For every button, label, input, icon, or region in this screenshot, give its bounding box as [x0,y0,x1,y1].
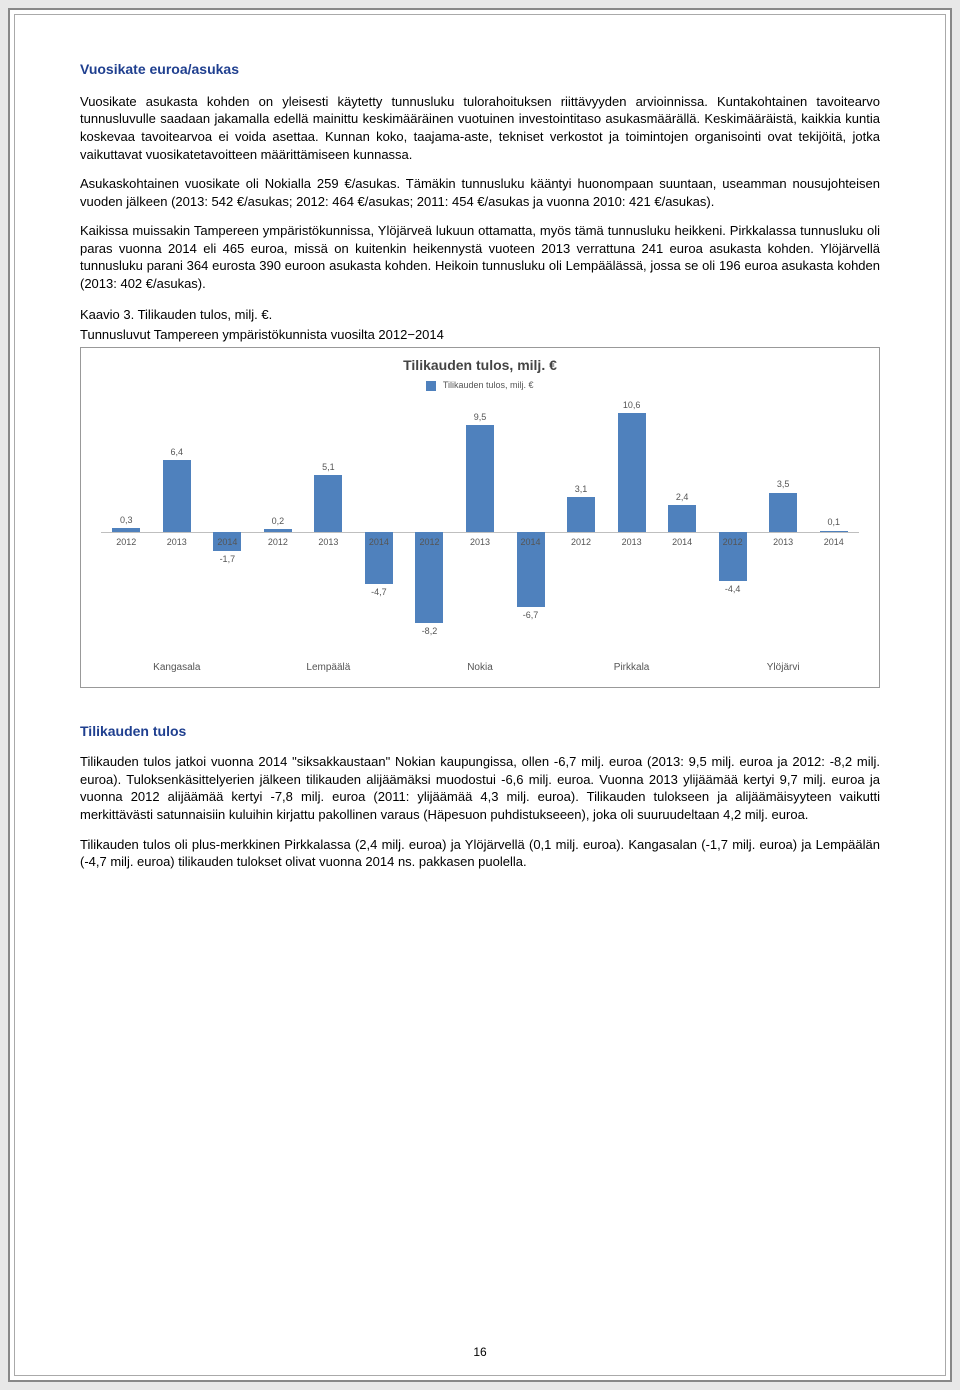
group-name: Kangasala [101,661,253,675]
bar-year-label: 2012 [564,536,598,548]
bar-value-label: 3,5 [763,478,803,490]
bar-value-label: 10,6 [612,399,652,411]
bar-year-label: 2013 [766,536,800,548]
bar-year-label: 2013 [463,536,497,548]
bar-value-label: 2,4 [662,491,702,503]
page-border [14,14,946,1376]
group-wrapper: 0,220125,12013-4,72014Lempäälä [253,397,405,677]
chart-title: Tilikauden tulos, milj. € [91,356,869,375]
legend-label: Tilikauden tulos, milj. € [443,380,534,390]
chart-group: -4,420123,520130,12014 [707,397,859,643]
bar-wrap: 3,52013 [769,397,797,643]
bar-year-label: 2014 [817,536,851,548]
bar-year-label: 2014 [362,536,396,548]
bar-value-label: -8,2 [409,625,449,637]
bar-year-label: 2012 [261,536,295,548]
chart-group: 3,1201210,620132,42014 [556,397,708,643]
bar-wrap: 6,42013 [163,397,191,643]
bar-value-label: -4,7 [359,586,399,598]
bar-value-label: -4,4 [713,583,753,595]
bar-value-label: 0,1 [814,516,854,528]
bar-wrap: 9,52013 [466,397,494,643]
bar-wrap: -4,72014 [365,397,393,643]
chart-area: 0,320126,42013-1,72014Kangasala0,220125,… [91,397,869,677]
bar-wrap: 5,12013 [314,397,342,643]
legend-swatch [426,381,436,391]
bar-year-label: 2012 [109,536,143,548]
bar-value-label: 0,3 [106,514,146,526]
bar-value-label: 3,1 [561,483,601,495]
chart-bar [314,475,342,532]
group-wrapper: 0,320126,42013-1,72014Kangasala [101,397,253,677]
heading-tilikauden: Tilikauden tulos [80,722,880,741]
group-name: Nokia [404,661,556,675]
chart-container: Tilikauden tulos, milj. € Tilikauden tul… [80,347,880,688]
bar-wrap: 0,22012 [264,397,292,643]
chart-legend: Tilikauden tulos, milj. € [91,379,869,391]
bar-value-label: 0,2 [258,515,298,527]
bar-year-label: 2014 [665,536,699,548]
chart-group: 0,220125,12013-4,72014 [253,397,405,643]
chart-groups: 0,320126,42013-1,72014Kangasala0,220125,… [101,397,859,677]
chart-bar [668,505,696,532]
group-wrapper: -8,220129,52013-6,72014Nokia [404,397,556,677]
chart-bar [567,497,595,532]
bar-value-label: 6,4 [157,446,197,458]
group-name: Pirkkala [556,661,708,675]
paragraph-1: Vuosikate asukasta kohden on yleisesti k… [80,93,880,163]
bar-year-label: 2012 [412,536,446,548]
bar-wrap: 3,12012 [567,397,595,643]
chart-bar [163,460,191,532]
bar-wrap: 0,32012 [112,397,140,643]
group-wrapper: 3,1201210,620132,42014Pirkkala [556,397,708,677]
chart-bar [769,493,797,532]
bar-year-label: 2013 [311,536,345,548]
bar-wrap: -1,72014 [213,397,241,643]
chart-bar [466,425,494,531]
bar-value-label: -1,7 [207,553,247,565]
bar-wrap: 10,62013 [618,397,646,643]
bar-year-label: 2013 [160,536,194,548]
chart-bar [264,529,292,531]
bar-wrap: 0,12014 [820,397,848,643]
document-page: Vuosikate euroa/asukas Vuosikate asukast… [8,8,952,1382]
chart-bar [112,528,140,531]
bar-value-label: 9,5 [460,411,500,423]
bar-wrap: 2,42014 [668,397,696,643]
group-wrapper: -4,420123,520130,12014Ylöjärvi [707,397,859,677]
chart-group: 0,320126,42013-1,72014 [101,397,253,643]
paragraph-5: Tilikauden tulos oli plus-merkkinen Pirk… [80,836,880,871]
chart-bar [618,413,646,532]
bar-value-label: -6,7 [511,609,551,621]
page-number: 16 [10,1344,950,1360]
bar-year-label: 2014 [210,536,244,548]
bar-wrap: -4,42012 [719,397,747,643]
paragraph-3: Kaikissa muissakin Tampereen ympäristöku… [80,222,880,292]
bar-year-label: 2013 [615,536,649,548]
chart-caption-a: Kaavio 3. Tilikauden tulos, milj. €. [80,306,880,324]
chart-group: -8,220129,52013-6,72014 [404,397,556,643]
chart-bar [820,531,848,532]
paragraph-2: Asukaskohtainen vuosikate oli Nokialla 2… [80,175,880,210]
heading-vuosikate: Vuosikate euroa/asukas [80,60,880,79]
paragraph-4: Tilikauden tulos jatkoi vuonna 2014 "sik… [80,753,880,823]
chart-caption-b: Tunnusluvut Tampereen ympäristökunnista … [80,326,880,344]
bar-wrap: -8,22012 [415,397,443,643]
bar-year-label: 2012 [716,536,750,548]
group-name: Lempäälä [253,661,405,675]
bar-year-label: 2014 [514,536,548,548]
bar-wrap: -6,72014 [517,397,545,643]
group-name: Ylöjärvi [707,661,859,675]
bar-value-label: 5,1 [308,461,348,473]
